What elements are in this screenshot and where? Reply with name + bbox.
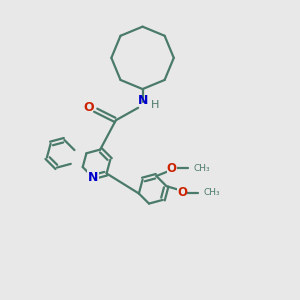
Text: O: O (177, 186, 187, 199)
Text: CH₃: CH₃ (193, 164, 210, 173)
Text: N: N (137, 94, 148, 107)
Text: H: H (151, 100, 159, 110)
Text: O: O (84, 101, 94, 114)
Text: CH₃: CH₃ (203, 188, 220, 197)
Text: N: N (88, 171, 98, 184)
Text: O: O (167, 162, 177, 175)
